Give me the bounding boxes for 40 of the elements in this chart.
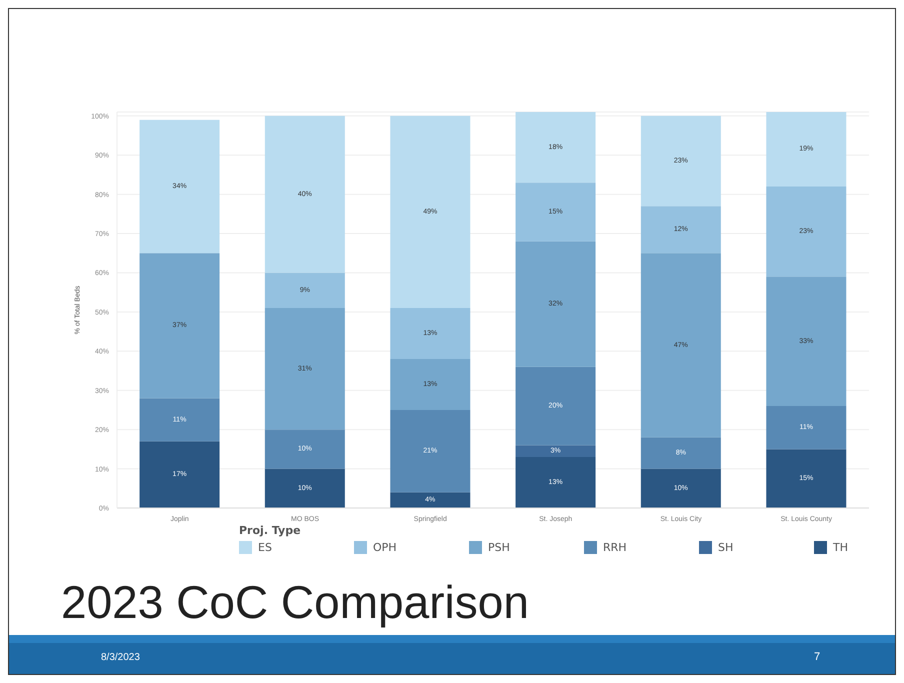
bar bbox=[264, 272, 345, 308]
legend-label: TH bbox=[833, 541, 848, 554]
bar bbox=[516, 366, 596, 446]
text: 8/3/2023 bbox=[101, 652, 140, 663]
legend-label: RRH bbox=[603, 541, 627, 554]
bar bbox=[766, 112, 846, 186]
text: 7 bbox=[814, 651, 820, 663]
bar bbox=[516, 457, 596, 508]
bar bbox=[264, 308, 345, 430]
legend-title: Proj. Type bbox=[239, 524, 302, 537]
bar bbox=[140, 441, 220, 508]
legend-label: SH bbox=[718, 541, 734, 554]
bar bbox=[516, 182, 596, 242]
bar bbox=[516, 112, 596, 183]
bar bbox=[264, 116, 345, 273]
text: 2023 CoC Comparison bbox=[61, 575, 529, 629]
bar bbox=[640, 253, 721, 438]
legend-label: PSH bbox=[488, 541, 510, 554]
bar bbox=[640, 437, 721, 469]
bar bbox=[264, 430, 345, 469]
legend-label: OPH bbox=[373, 541, 397, 554]
bar bbox=[390, 410, 470, 492]
bar bbox=[640, 468, 721, 508]
bar bbox=[390, 492, 470, 508]
bar bbox=[766, 276, 846, 406]
bar bbox=[516, 241, 596, 367]
legend-label: ES bbox=[258, 541, 272, 554]
bar bbox=[766, 449, 846, 508]
bar bbox=[140, 253, 220, 398]
bar bbox=[140, 120, 220, 254]
bar bbox=[140, 398, 220, 442]
bar bbox=[516, 445, 596, 458]
bar bbox=[640, 206, 721, 254]
bar bbox=[640, 116, 721, 206]
bar bbox=[390, 116, 470, 308]
bar bbox=[390, 359, 470, 410]
bar bbox=[766, 186, 846, 277]
bar bbox=[390, 308, 470, 360]
bar bbox=[264, 468, 345, 508]
bar bbox=[766, 406, 846, 450]
